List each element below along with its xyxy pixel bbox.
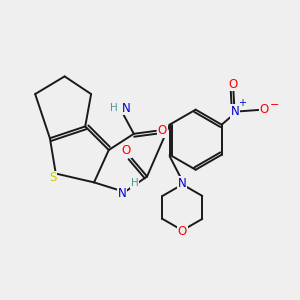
Text: H: H xyxy=(110,103,118,113)
Text: N: N xyxy=(118,187,126,200)
Text: O: O xyxy=(260,103,269,116)
Text: O: O xyxy=(158,124,167,137)
Text: −: − xyxy=(269,100,279,110)
Text: O: O xyxy=(122,144,131,158)
Text: O: O xyxy=(229,78,238,91)
Text: N: N xyxy=(230,105,239,118)
Text: N: N xyxy=(178,177,187,190)
Text: S: S xyxy=(49,172,56,184)
Text: +: + xyxy=(238,98,246,108)
Text: O: O xyxy=(178,225,187,239)
Text: H: H xyxy=(131,178,139,188)
Text: N: N xyxy=(122,102,131,115)
